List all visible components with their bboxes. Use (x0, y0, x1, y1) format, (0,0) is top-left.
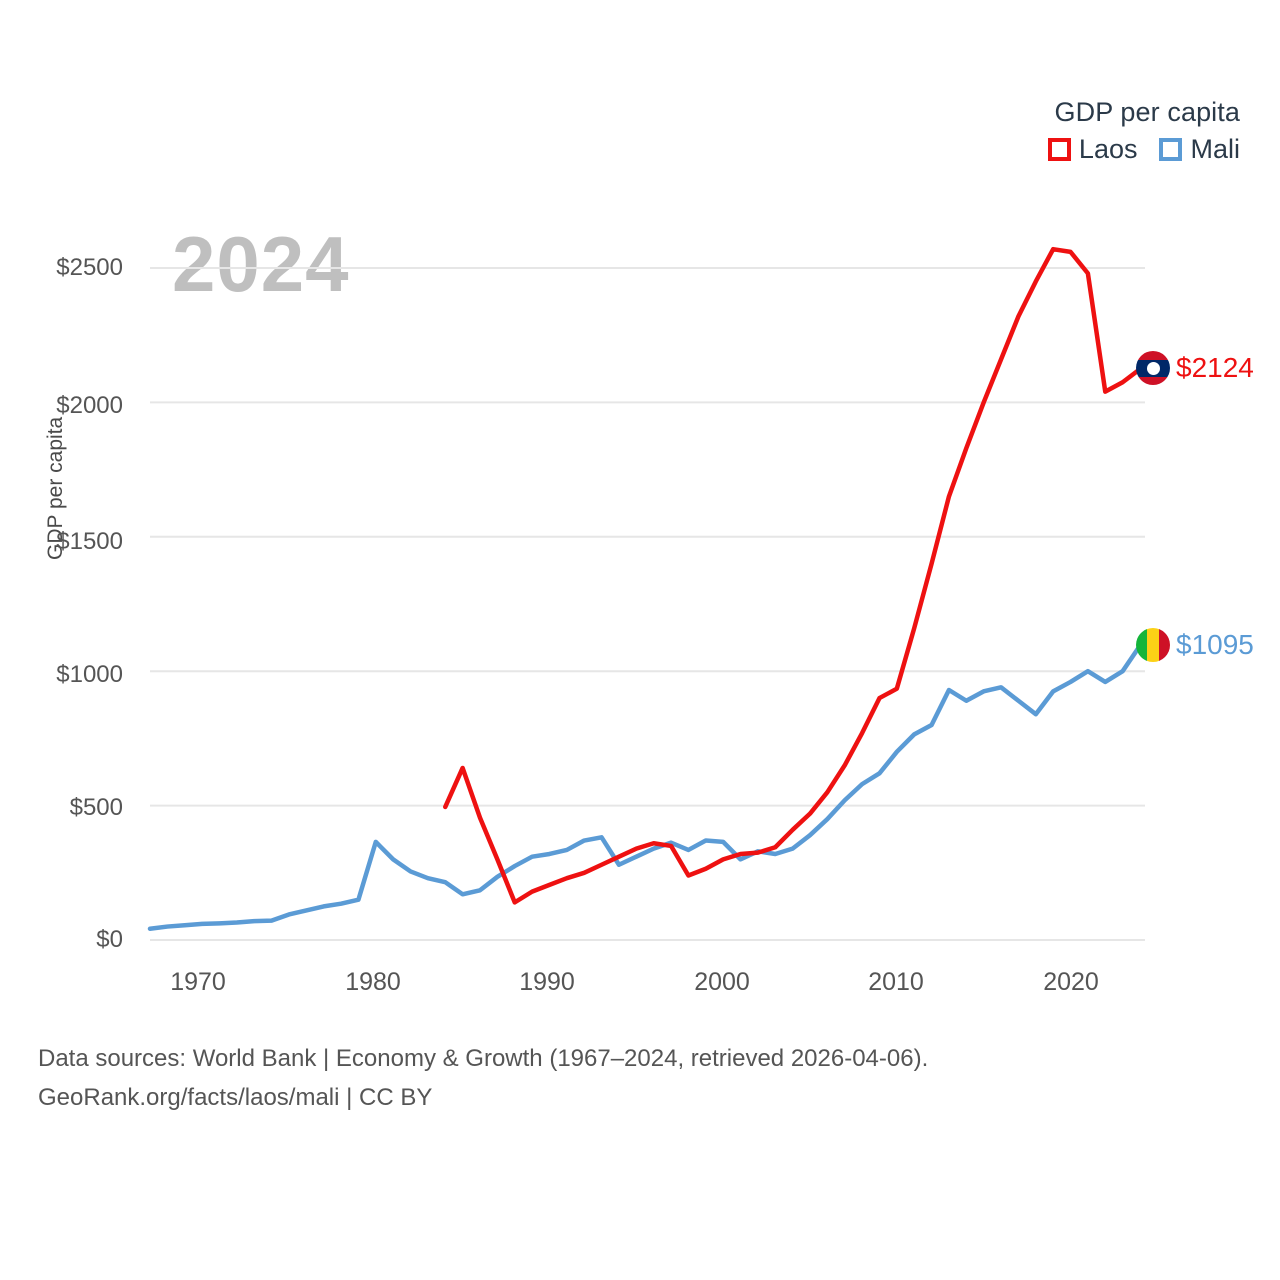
footer-line-1: Data sources: World Bank | Economy & Gro… (38, 1045, 929, 1072)
year-watermark: 2024 (172, 220, 350, 308)
end-label-laos: $2124 (1136, 351, 1254, 386)
plot-area (147, 200, 1145, 941)
gridlines (150, 267, 1145, 941)
end-value-mali: $1095 (1176, 628, 1254, 660)
x-tick-2000: 2000 (694, 968, 750, 996)
x-tick-1990: 1990 (519, 968, 575, 996)
footer-line-2: GeoRank.org/facts/laos/mali | CC BY (38, 1083, 433, 1111)
legend-item-laos[interactable]: Laos (1047, 134, 1138, 165)
mali-flag-icon (1136, 627, 1170, 662)
x-tick-1970: 1970 (170, 968, 226, 996)
end-value-laos: $2124 (1176, 352, 1254, 384)
legend-item-mali[interactable]: Mali (1159, 136, 1240, 163)
y-tick-2500: $2500 (56, 254, 123, 281)
end-label-mali: $1095 (1136, 627, 1254, 662)
y-tick-0: $0 (96, 926, 123, 953)
footer-attribution: Data sources: World Bank | Economy & Gro… (38, 1040, 928, 1118)
y-tick-1500: $1500 (56, 528, 123, 555)
chart-legend: GDP per capita Laos Mali (1047, 96, 1240, 165)
laos-flag-icon (1136, 351, 1170, 386)
legend-label-mali: Mali (1190, 134, 1240, 165)
x-tick-2010: 2010 (868, 968, 924, 996)
y-tick-1000: $1000 (56, 661, 123, 688)
x-tick-1980: 1980 (345, 968, 401, 996)
x-tick-2020: 2020 (1043, 968, 1099, 996)
y-tick-2000: $2000 (56, 392, 123, 419)
legend-label-laos: Laos (1078, 134, 1138, 165)
legend-title: GDP per capita (1054, 97, 1240, 127)
y-tick-500: $500 (69, 794, 123, 821)
series-line-laos (443, 246, 1143, 905)
legend-swatch-laos (1047, 138, 1071, 162)
plot-svg (147, 246, 1145, 941)
series-line-mali (147, 643, 1143, 931)
legend-items: Laos Mali (1047, 134, 1240, 165)
legend-swatch-mali (1159, 138, 1183, 162)
